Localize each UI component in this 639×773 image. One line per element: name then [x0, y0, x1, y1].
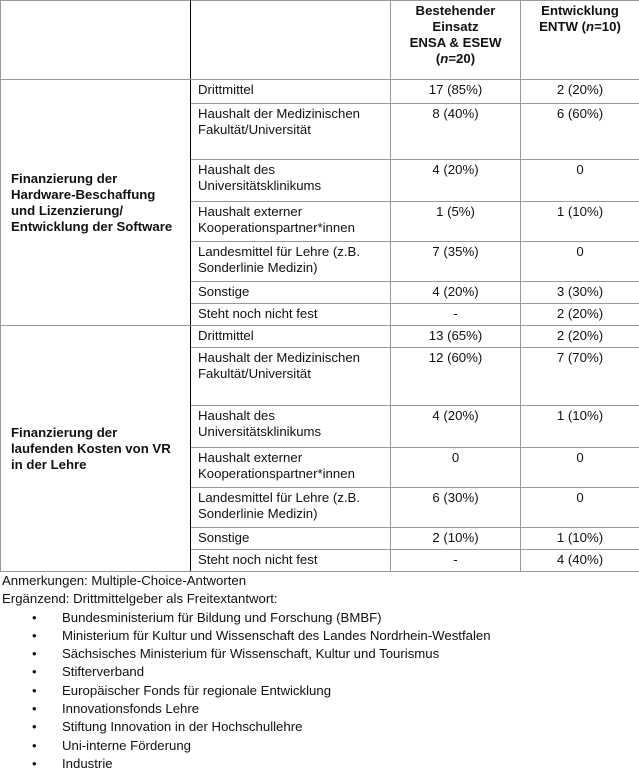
note-supplement: Ergänzend: Drittmittelgeber als Freitext…: [2, 590, 639, 608]
header-empty: [1, 1, 191, 80]
funding-source: Haushalt der Medizinischen Fakultät/Univ…: [191, 104, 391, 160]
development-value: 3 (30%): [521, 282, 639, 304]
note-remark: Anmerkungen: Multiple-Choice-Antworten: [2, 572, 639, 590]
table-row: Finanzierung der Hardware-Beschaffung un…: [1, 80, 639, 104]
notes: Anmerkungen: Multiple-Choice-Antworten E…: [0, 572, 639, 773]
development-value: 6 (60%): [521, 104, 639, 160]
development-value: 0: [521, 160, 639, 202]
list-item: Industrie: [32, 755, 639, 773]
list-item: Ministerium für Kultur und Wissenschaft …: [32, 627, 639, 645]
existing-use-value: -: [391, 304, 521, 326]
existing-use-value: 1 (5%): [391, 202, 521, 242]
funding-source: Landesmittel für Lehre (z.B. Sonderlinie…: [191, 488, 391, 528]
existing-use-value: 8 (40%): [391, 104, 521, 160]
funding-source: Landesmittel für Lehre (z.B. Sonderlinie…: [191, 242, 391, 282]
funding-source: Haushalt des Universitätsklinikums: [191, 406, 391, 448]
development-value: 7 (70%): [521, 348, 639, 406]
funding-source: Haushalt der Medizinischen Fakultät/Univ…: [191, 348, 391, 406]
table-row: Finanzierung der laufenden Kosten von VR…: [1, 326, 639, 348]
development-value: 1 (10%): [521, 406, 639, 448]
development-value: 0: [521, 488, 639, 528]
existing-use-value: 2 (10%): [391, 528, 521, 550]
existing-use-value: 17 (85%): [391, 80, 521, 104]
funding-source: Haushalt externer Kooperationspartner*in…: [191, 448, 391, 488]
existing-use-value: -: [391, 550, 521, 572]
existing-use-value: 4 (20%): [391, 406, 521, 448]
funder-list: Bundesministerium für Bildung und Forsch…: [2, 609, 639, 773]
existing-use-value: 12 (60%): [391, 348, 521, 406]
list-item: Uni-interne Förderung: [32, 737, 639, 755]
funding-source: Drittmittel: [191, 80, 391, 104]
existing-use-value: 7 (35%): [391, 242, 521, 282]
existing-use-value: 0: [391, 448, 521, 488]
development-value: 0: [521, 448, 639, 488]
funding-source: Steht noch nicht fest: [191, 550, 391, 572]
group-label: Finanzierung der Hardware-Beschaffung un…: [1, 80, 191, 326]
development-value: 2 (20%): [521, 326, 639, 348]
funding-source: Sonstige: [191, 528, 391, 550]
list-item: Stiftung Innovation in der Hochschullehr…: [32, 718, 639, 736]
list-item: Bundesministerium für Bildung und Forsch…: [32, 609, 639, 627]
header-empty-2: [191, 1, 391, 80]
list-item: Stifterverband: [32, 663, 639, 681]
funding-source: Drittmittel: [191, 326, 391, 348]
funding-source: Haushalt des Universitätsklinikums: [191, 160, 391, 202]
existing-use-value: 6 (30%): [391, 488, 521, 528]
development-value: 1 (10%): [521, 202, 639, 242]
development-value: 2 (20%): [521, 80, 639, 104]
existing-use-value: 4 (20%): [391, 160, 521, 202]
development-value: 1 (10%): [521, 528, 639, 550]
list-item: Innovationsfonds Lehre: [32, 700, 639, 718]
funding-source: Sonstige: [191, 282, 391, 304]
development-value: 4 (40%): [521, 550, 639, 572]
list-item: Europäischer Fonds für regionale Entwick…: [32, 682, 639, 700]
development-value: 0: [521, 242, 639, 282]
development-value: 2 (20%): [521, 304, 639, 326]
existing-use-value: 4 (20%): [391, 282, 521, 304]
list-item: Sächsisches Ministerium für Wissenschaft…: [32, 645, 639, 663]
existing-use-value: 13 (65%): [391, 326, 521, 348]
group-label: Finanzierung der laufenden Kosten von VR…: [1, 326, 191, 572]
funding-source: Steht noch nicht fest: [191, 304, 391, 326]
funding-source: Haushalt externer Kooperationspartner*in…: [191, 202, 391, 242]
